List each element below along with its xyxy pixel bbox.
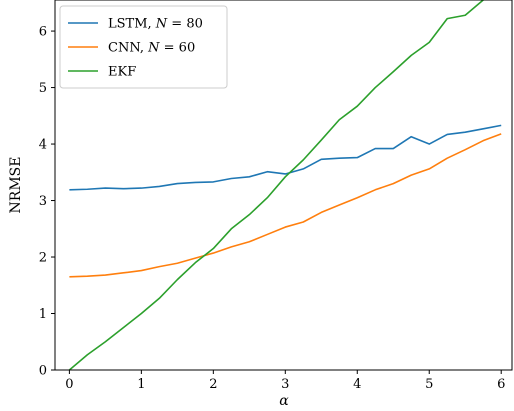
- x-tick-label: 4: [353, 377, 361, 392]
- legend-box: [59, 5, 228, 89]
- y-axis: 0 1 2 3 4 5 6: [39, 25, 55, 379]
- series-line-0: [69, 124, 502, 191]
- x-tick-label: 0: [65, 377, 73, 392]
- x-axis-label: α: [279, 393, 289, 409]
- y-tick-label: 5: [39, 81, 47, 96]
- x-tick-label: 2: [209, 377, 217, 392]
- y-tick-label: 2: [39, 251, 47, 266]
- legend-label: LSTM, N = 80: [108, 17, 203, 32]
- x-tick-label: 6: [497, 377, 505, 392]
- x-tick-label: 1: [137, 377, 145, 392]
- series-layer: [68, 0, 502, 370]
- plot-frame: [54, 0, 513, 371]
- x-tick-label: 5: [425, 377, 433, 392]
- series-line-1: [69, 133, 502, 278]
- y-tick-label: 6: [39, 25, 47, 40]
- y-tick-label: 0: [39, 364, 47, 379]
- y-tick-label: 3: [39, 194, 47, 209]
- y-tick-label: 4: [39, 138, 47, 153]
- legend-label: CNN, N = 60: [108, 41, 195, 56]
- legend: LSTM, N = 80 CNN, N = 60 EKF: [59, 5, 228, 89]
- y-axis-label: NRMSE: [8, 157, 24, 214]
- x-tick-label: 3: [281, 377, 289, 392]
- series-line-2: [68, 0, 485, 370]
- x-axis: 0 1 2 3 4 5 6: [65, 370, 505, 392]
- legend-label: EKF: [108, 65, 136, 80]
- y-tick-label: 1: [39, 307, 47, 322]
